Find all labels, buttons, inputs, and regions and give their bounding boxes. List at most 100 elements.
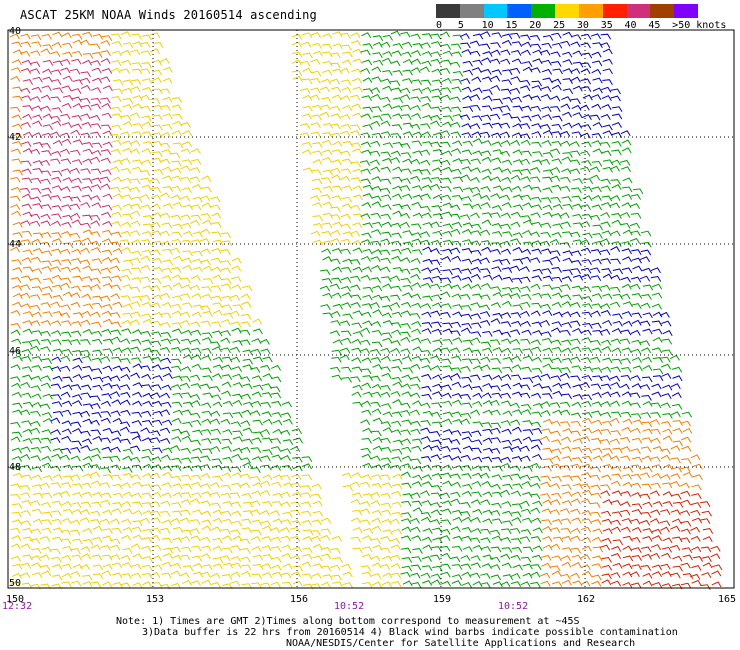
wind-barb xyxy=(82,214,93,221)
wind-barb xyxy=(431,41,442,47)
wind-barb xyxy=(401,557,413,563)
wind-barb xyxy=(241,583,253,590)
wind-barb xyxy=(171,436,182,442)
wind-barb xyxy=(641,347,652,354)
wind-barb xyxy=(230,571,241,578)
wind-barb xyxy=(480,229,491,236)
wind-barb xyxy=(581,463,592,470)
wind-barb xyxy=(130,445,141,452)
wind-barb xyxy=(250,476,261,483)
wind-barb xyxy=(51,41,62,48)
wind-barb xyxy=(182,401,194,408)
wind-barb xyxy=(310,131,322,138)
wind-barb xyxy=(330,564,341,571)
wind-barb xyxy=(401,526,412,533)
wind-barb xyxy=(150,221,161,228)
wind-barb xyxy=(172,375,183,382)
wind-barb xyxy=(422,544,433,551)
wind-barb xyxy=(510,221,521,228)
wind-barb xyxy=(481,219,492,226)
wind-barb xyxy=(52,536,63,543)
wind-barb xyxy=(160,332,172,338)
wind-barb xyxy=(561,322,572,328)
wind-barb xyxy=(110,538,121,545)
wind-barb xyxy=(82,52,94,59)
wind-barb xyxy=(520,320,531,327)
wind-barb xyxy=(29,68,41,75)
wind-barb xyxy=(642,284,654,291)
wind-barb xyxy=(282,418,293,425)
wind-barb xyxy=(280,519,292,525)
wind-barb xyxy=(129,112,141,119)
wind-barb xyxy=(222,501,233,507)
wind-barb xyxy=(130,301,141,307)
wind-barb xyxy=(390,464,402,471)
wind-barb xyxy=(380,536,391,542)
wind-barb xyxy=(451,86,462,93)
wind-barb xyxy=(41,519,52,526)
wind-barb xyxy=(331,374,343,381)
wind-barb xyxy=(550,463,562,470)
wind-barb xyxy=(30,446,42,453)
wind-barb xyxy=(12,86,23,93)
wind-barb xyxy=(620,491,632,497)
wind-barb xyxy=(40,94,51,101)
wind-barb xyxy=(242,510,254,516)
wind-barb xyxy=(591,367,603,374)
wind-barb xyxy=(431,321,442,328)
wind-barb xyxy=(442,150,453,157)
wind-barb xyxy=(231,482,242,489)
wind-barb xyxy=(301,456,313,463)
wind-barb xyxy=(112,176,123,183)
wind-barb xyxy=(610,95,621,102)
wind-barb xyxy=(160,357,172,364)
wind-barb xyxy=(372,544,383,551)
wind-barb xyxy=(632,265,643,272)
wind-barb xyxy=(570,420,582,427)
wind-barb xyxy=(570,150,581,157)
wind-barb xyxy=(412,548,423,554)
wind-barb xyxy=(312,555,323,562)
wind-barb xyxy=(590,310,601,317)
wind-barb xyxy=(642,536,653,542)
wind-barb xyxy=(611,465,622,472)
wind-barb xyxy=(571,412,582,419)
wind-barb xyxy=(441,384,452,391)
wind-barb xyxy=(500,383,512,390)
wind-barb xyxy=(570,98,581,105)
wind-barb xyxy=(122,466,133,473)
wind-barb xyxy=(131,411,143,418)
wind-barb xyxy=(92,52,103,58)
wind-barb xyxy=(581,124,592,130)
wind-barb xyxy=(180,277,191,284)
wind-barb xyxy=(101,375,112,382)
wind-barb xyxy=(30,420,41,427)
wind-barb xyxy=(80,77,91,84)
wind-barb xyxy=(42,475,53,481)
wind-barb xyxy=(110,321,122,328)
wind-barb xyxy=(561,555,572,562)
wind-barb xyxy=(600,113,611,120)
wind-barb xyxy=(370,166,381,173)
wind-barb xyxy=(571,104,582,111)
wind-barb xyxy=(189,527,200,534)
wind-barb xyxy=(642,580,653,587)
wind-barb xyxy=(680,582,692,589)
wind-barb xyxy=(222,456,233,463)
wind-barb xyxy=(592,528,603,535)
wind-barb xyxy=(11,158,22,165)
wind-barb xyxy=(170,338,181,345)
wind-barb xyxy=(31,365,42,371)
wind-barb xyxy=(330,258,341,265)
wind-barb xyxy=(20,485,31,491)
wind-barb xyxy=(141,121,152,128)
legend-label-6: 30 xyxy=(576,20,589,31)
wind-barb xyxy=(519,123,531,129)
wind-barb xyxy=(251,573,263,580)
wind-barb xyxy=(42,393,53,400)
wind-barb xyxy=(381,403,392,410)
wind-barb xyxy=(482,89,493,96)
wind-barb xyxy=(110,284,121,291)
wind-barb xyxy=(131,62,143,69)
wind-barb xyxy=(431,88,442,95)
